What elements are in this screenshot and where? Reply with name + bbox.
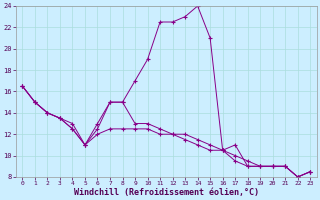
X-axis label: Windchill (Refroidissement éolien,°C): Windchill (Refroidissement éolien,°C)	[74, 188, 259, 197]
